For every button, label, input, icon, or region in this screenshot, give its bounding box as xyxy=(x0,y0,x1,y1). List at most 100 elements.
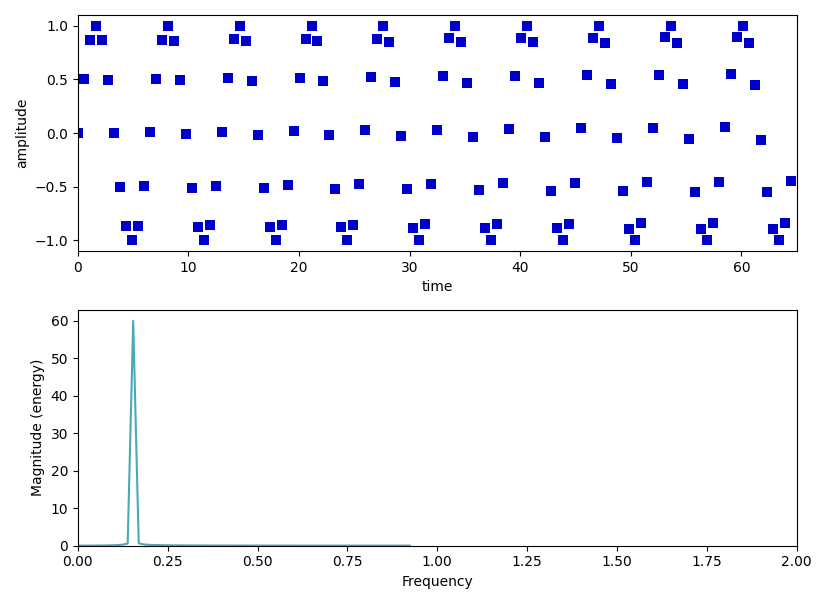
Point xyxy=(647,123,660,132)
Point xyxy=(370,34,384,43)
Point xyxy=(748,80,762,90)
Point xyxy=(347,220,360,230)
Point xyxy=(185,183,198,193)
Point xyxy=(718,122,731,132)
Point xyxy=(700,236,714,245)
Point xyxy=(329,184,342,194)
Point xyxy=(401,185,414,194)
Point xyxy=(71,128,84,138)
Point xyxy=(131,221,145,231)
Point xyxy=(287,126,300,136)
Point xyxy=(341,236,354,245)
Point xyxy=(425,179,438,188)
Point xyxy=(263,222,276,232)
Point xyxy=(616,187,629,196)
Point xyxy=(101,75,114,85)
Point xyxy=(514,33,528,43)
Point xyxy=(490,219,504,229)
Point xyxy=(509,71,522,81)
Point xyxy=(664,21,677,31)
Point xyxy=(544,186,557,196)
Point xyxy=(694,224,707,234)
Point xyxy=(455,37,468,47)
Point xyxy=(592,21,605,31)
Point xyxy=(173,76,186,85)
Point xyxy=(610,133,624,143)
Point xyxy=(778,218,791,228)
Point xyxy=(305,21,318,31)
Point xyxy=(772,236,786,245)
Point xyxy=(640,178,653,187)
Point xyxy=(84,35,97,45)
Point xyxy=(155,35,169,45)
Point xyxy=(365,72,378,82)
Point xyxy=(784,176,797,186)
Point xyxy=(629,236,642,245)
Point xyxy=(503,124,516,134)
Point xyxy=(335,222,348,232)
Point xyxy=(575,124,588,133)
Point xyxy=(760,187,773,197)
X-axis label: time: time xyxy=(422,280,453,295)
Point xyxy=(449,21,462,31)
Point xyxy=(712,177,725,187)
Point xyxy=(108,129,121,138)
Point xyxy=(89,21,103,31)
Point xyxy=(293,73,306,83)
Point xyxy=(251,130,264,140)
Point xyxy=(431,125,444,135)
Point xyxy=(599,38,612,48)
Point xyxy=(568,178,581,187)
Point xyxy=(95,36,108,45)
Point xyxy=(418,220,432,230)
Point xyxy=(77,74,90,84)
Point xyxy=(766,224,779,234)
Point xyxy=(586,33,600,43)
Point xyxy=(724,69,738,79)
Point xyxy=(742,39,755,48)
Point xyxy=(754,135,767,144)
Point xyxy=(688,187,701,196)
Point xyxy=(466,132,480,142)
Point xyxy=(125,236,138,245)
Point xyxy=(167,36,180,45)
Point xyxy=(275,220,288,230)
Point xyxy=(706,218,719,228)
Point xyxy=(394,131,408,141)
Point xyxy=(257,184,270,193)
Point xyxy=(161,21,174,31)
Point xyxy=(407,223,420,233)
Point xyxy=(413,236,426,245)
Point xyxy=(209,181,222,190)
Point xyxy=(623,223,636,233)
Point xyxy=(557,236,570,245)
Point xyxy=(605,79,618,89)
Point xyxy=(179,129,193,139)
Point xyxy=(203,220,217,230)
Point xyxy=(221,73,234,83)
Point xyxy=(137,181,151,191)
Point xyxy=(299,34,312,44)
Point xyxy=(538,133,552,143)
Point xyxy=(551,223,564,233)
Point xyxy=(485,236,498,245)
Y-axis label: Magnitude (energy): Magnitude (energy) xyxy=(31,359,45,496)
Point xyxy=(736,21,749,31)
Point xyxy=(383,37,396,47)
Point xyxy=(245,76,258,86)
Point xyxy=(581,71,594,80)
Point xyxy=(311,36,324,46)
Point xyxy=(377,21,390,31)
Point xyxy=(317,77,330,86)
Point xyxy=(442,34,456,43)
Point xyxy=(359,126,372,135)
Point xyxy=(149,74,162,83)
Point xyxy=(227,34,241,44)
Point xyxy=(670,38,683,48)
Point xyxy=(389,77,402,87)
Point xyxy=(461,78,474,88)
Point xyxy=(682,134,696,144)
Point xyxy=(191,222,204,231)
X-axis label: Frequency: Frequency xyxy=(401,575,473,589)
Point xyxy=(527,37,540,47)
